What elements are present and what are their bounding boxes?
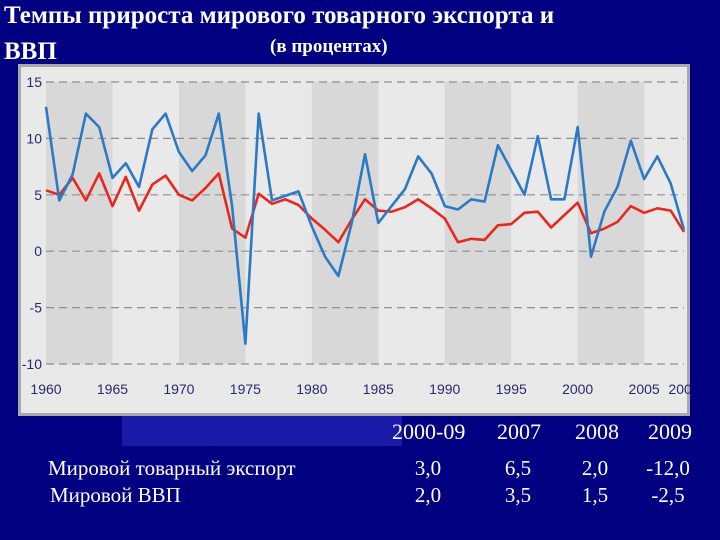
x-tick-label-6: 1990 — [429, 381, 460, 397]
table-header-band — [122, 416, 402, 446]
x-tick-label-0: 1960 — [30, 381, 61, 397]
x-tick-label-7: 1995 — [496, 381, 527, 397]
cell-gdp-2008: 1,5 — [581, 483, 609, 507]
cell-export-2009: -12,0 — [646, 456, 690, 480]
chart-band-1 — [178, 82, 246, 364]
chart-band-0 — [46, 82, 113, 364]
cell-export-2008: 2,0 — [581, 456, 609, 480]
chart-band-3 — [444, 82, 512, 364]
table-header-2007: 2007 — [497, 419, 541, 444]
cell-gdp-2007: 3,5 — [504, 483, 532, 507]
growth-line-chart: 15 10 5 0 -5 -10 1960 1965 1970 1975 1980 1985 1990 1… — [18, 64, 690, 416]
x-tick-label-10: 2008 — [668, 381, 690, 397]
chart-band-2 — [311, 82, 379, 364]
cell-gdp-2009: -2,5 — [651, 483, 685, 507]
slide-subtitle: (в процентах) — [270, 36, 388, 57]
cell-export-2000-09: 3,0 — [414, 456, 442, 480]
y-tick-label-2: 5 — [34, 187, 42, 203]
slide-title-line-2: ВВП — [4, 38, 57, 65]
cell-gdp-2000-09: 2,0 — [414, 483, 442, 507]
slide-title-line-1: Темпы прироста мирового товарного экспор… — [4, 2, 555, 29]
table-header-2008: 2008 — [575, 419, 619, 444]
table-header-2000-09: 2000-09 — [392, 419, 466, 444]
y-tick-label-4: -5 — [30, 300, 43, 316]
series-line-export — [44, 106, 686, 346]
x-tick-label-2: 1970 — [163, 381, 194, 397]
table-header-2009: 2009 — [648, 419, 692, 444]
x-tick-label-3: 1975 — [230, 381, 261, 397]
x-tick-label-5: 1985 — [363, 381, 394, 397]
series-line-gdp — [45, 172, 686, 244]
y-tick-label-3: 0 — [34, 243, 42, 259]
row-label-world-gdp: Мировой ВВП — [50, 483, 181, 507]
x-tick-label-1: 1965 — [97, 381, 128, 397]
cell-export-2007: 6,5 — [504, 456, 532, 480]
x-tick-label-4: 1980 — [296, 381, 327, 397]
x-tick-label-8: 2000 — [562, 381, 593, 397]
row-label-world-export: Мировой товарный экспорт — [48, 456, 296, 480]
x-tick-label-9: 2005 — [629, 381, 660, 397]
y-tick-label-0: 15 — [26, 74, 42, 90]
y-tick-label-5: -10 — [22, 356, 42, 372]
y-tick-label-1: 10 — [26, 130, 42, 146]
